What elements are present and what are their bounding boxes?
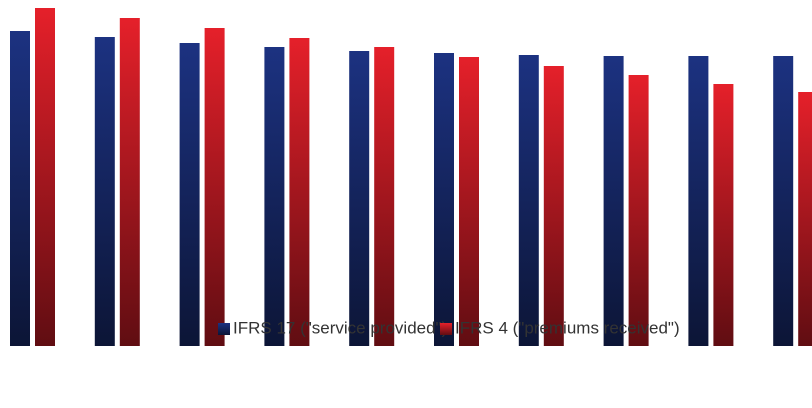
- bar: [374, 47, 395, 346]
- bar: [434, 53, 454, 346]
- bar: [603, 56, 624, 346]
- bar: [35, 8, 55, 346]
- bar: [179, 43, 200, 346]
- bar: [798, 92, 812, 346]
- bar: [518, 55, 539, 346]
- bar: [264, 47, 285, 346]
- bar: [204, 28, 225, 346]
- legend-label: IFRS 17 ("service provided"): [233, 318, 447, 337]
- bar: [713, 84, 734, 346]
- bar: [543, 66, 564, 346]
- legend-swatch: [218, 323, 230, 335]
- bar: [459, 57, 479, 346]
- bar: [94, 37, 115, 346]
- legend-label: IFRS 4 ("premiums received"): [455, 318, 680, 337]
- bar: [119, 18, 140, 346]
- bar: [10, 31, 30, 346]
- legend-swatch: [440, 323, 452, 335]
- bar: [349, 51, 370, 346]
- bar: [688, 56, 709, 346]
- bar: [773, 56, 794, 346]
- bar: [289, 38, 310, 346]
- bar: [628, 75, 649, 346]
